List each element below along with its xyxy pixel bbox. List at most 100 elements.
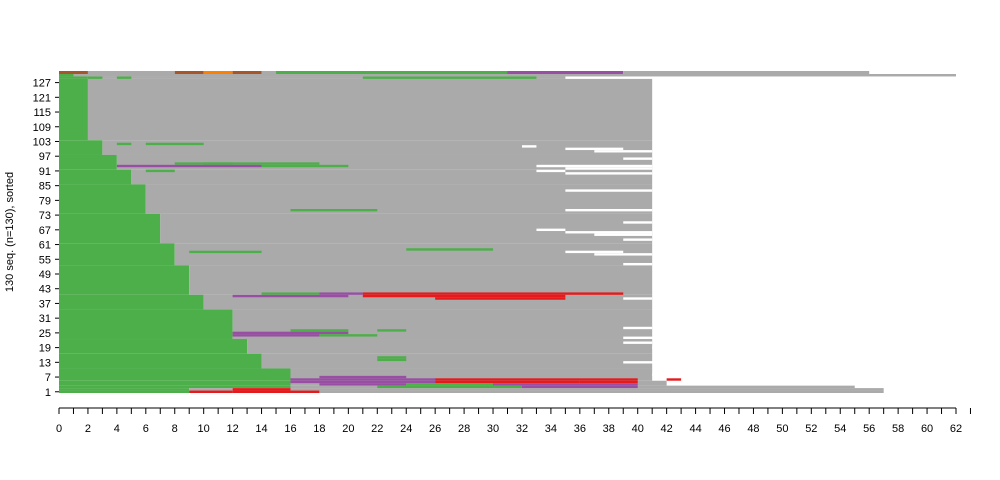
sequence-line <box>565 250 624 254</box>
sequence-segment <box>232 388 291 391</box>
sequence-segment <box>145 184 653 214</box>
y-tick-label: 25 <box>39 328 51 340</box>
sequence-line <box>261 292 320 295</box>
x-tick-label: 44 <box>689 423 701 435</box>
x-tick-label: 50 <box>776 423 788 435</box>
sequence-segment <box>261 353 653 369</box>
x-tick-label: 20 <box>342 423 354 435</box>
sequence-line <box>145 169 175 173</box>
y-tick-label: 13 <box>39 357 51 369</box>
y-tick-label: 67 <box>39 225 51 237</box>
sequence-line <box>565 167 653 170</box>
y-tick-label: 109 <box>33 122 51 134</box>
x-tick-label: 38 <box>603 423 615 435</box>
x-tick-label: 10 <box>198 423 210 435</box>
sequence-bars <box>59 74 956 393</box>
sequence-line <box>652 373 667 376</box>
y-tick-label: 121 <box>33 92 51 104</box>
x-tick-label: 56 <box>863 423 875 435</box>
sequence-line <box>145 142 204 146</box>
sequence-segment <box>131 169 653 185</box>
sequence-line <box>290 378 436 381</box>
sequence-segment <box>59 243 175 266</box>
sequence-segment <box>59 265 190 295</box>
y-tick-label: 43 <box>39 284 51 296</box>
sequence-line <box>319 292 363 295</box>
x-tick-label: 24 <box>400 423 412 435</box>
y-axis-title: 130 seq. (n=130), sorted <box>4 172 16 292</box>
sequence-segment <box>59 309 233 340</box>
x-tick-label: 54 <box>834 423 846 435</box>
sequence-line <box>362 292 624 295</box>
top-row-segment <box>261 71 277 74</box>
x-tick-label: 32 <box>516 423 528 435</box>
y-tick-label: 85 <box>39 181 51 193</box>
x-tick-label: 30 <box>487 423 499 435</box>
y-tick-label: 31 <box>39 313 51 325</box>
sequence-line <box>579 380 638 384</box>
y-tick-label: 37 <box>39 298 51 310</box>
x-tick-label: 40 <box>632 423 644 435</box>
sequence-line <box>435 378 638 381</box>
sequence-segment <box>87 78 653 141</box>
sequence-segment <box>160 213 653 244</box>
sequence-line <box>189 250 262 254</box>
state-sequence-top-row <box>59 71 870 74</box>
x-tick-label: 8 <box>172 423 178 435</box>
sequence-line <box>377 385 522 389</box>
sequence-line <box>536 169 566 173</box>
sequence-line <box>319 383 407 386</box>
y-tick-label: 19 <box>39 343 51 355</box>
sequence-line <box>565 231 653 234</box>
x-tick-label: 48 <box>747 423 759 435</box>
x-tick-label: 0 <box>56 423 62 435</box>
sequence-line <box>623 361 682 364</box>
sequence-segment <box>102 140 653 155</box>
x-tick-label: 60 <box>921 423 933 435</box>
y-tick-label: 79 <box>39 195 51 207</box>
sequence-line <box>666 378 682 381</box>
sequence-segment <box>232 390 291 393</box>
sequence-line <box>536 164 653 168</box>
x-tick-label: 14 <box>255 423 267 435</box>
sequence-segment <box>247 339 653 354</box>
sequence-line <box>116 164 262 168</box>
sequence-segment <box>59 385 291 389</box>
x-tick-label: 16 <box>284 423 296 435</box>
sequence-segment <box>174 243 653 266</box>
y-tick-label: 61 <box>39 240 51 252</box>
sequence-line <box>565 208 653 212</box>
x-tick-label: 4 <box>114 423 120 435</box>
x-tick-label: 46 <box>718 423 730 435</box>
sequence-line <box>174 162 320 165</box>
sequence-segment <box>319 390 884 393</box>
sequence-segment <box>87 76 566 79</box>
top-row-segment <box>507 71 624 74</box>
x-tick-label: 2 <box>85 423 91 435</box>
sequence-line <box>232 294 349 298</box>
x-tick-label: 42 <box>661 423 673 435</box>
y-tick-label: 115 <box>33 107 51 119</box>
y-tick-label: 73 <box>39 210 51 222</box>
sequence-segment <box>290 390 320 393</box>
y-axis: 1 7 13 19 25 31 37 43 49 55 61 67 73 79 85 91 97 103 109 11… <box>33 78 59 399</box>
sequence-line <box>623 221 653 224</box>
x-tick-label: 18 <box>313 423 325 435</box>
x-tick-label: 28 <box>458 423 470 435</box>
sequence-line <box>623 297 653 300</box>
top-row-segment <box>203 71 233 74</box>
x-tick-label: 58 <box>892 423 904 435</box>
sequence-segment <box>59 140 103 155</box>
sequence-segment <box>189 265 653 295</box>
sequence-segment <box>59 169 132 185</box>
sequence-line <box>623 262 653 266</box>
sequence-line <box>623 326 653 330</box>
y-tick-label: 97 <box>39 151 51 163</box>
sequence-segment <box>59 184 146 214</box>
sequence-line <box>594 233 653 236</box>
sequence-segment <box>59 380 291 386</box>
sequence-segment <box>59 154 117 170</box>
sequence-line <box>319 375 407 379</box>
sequence-line <box>565 189 653 192</box>
